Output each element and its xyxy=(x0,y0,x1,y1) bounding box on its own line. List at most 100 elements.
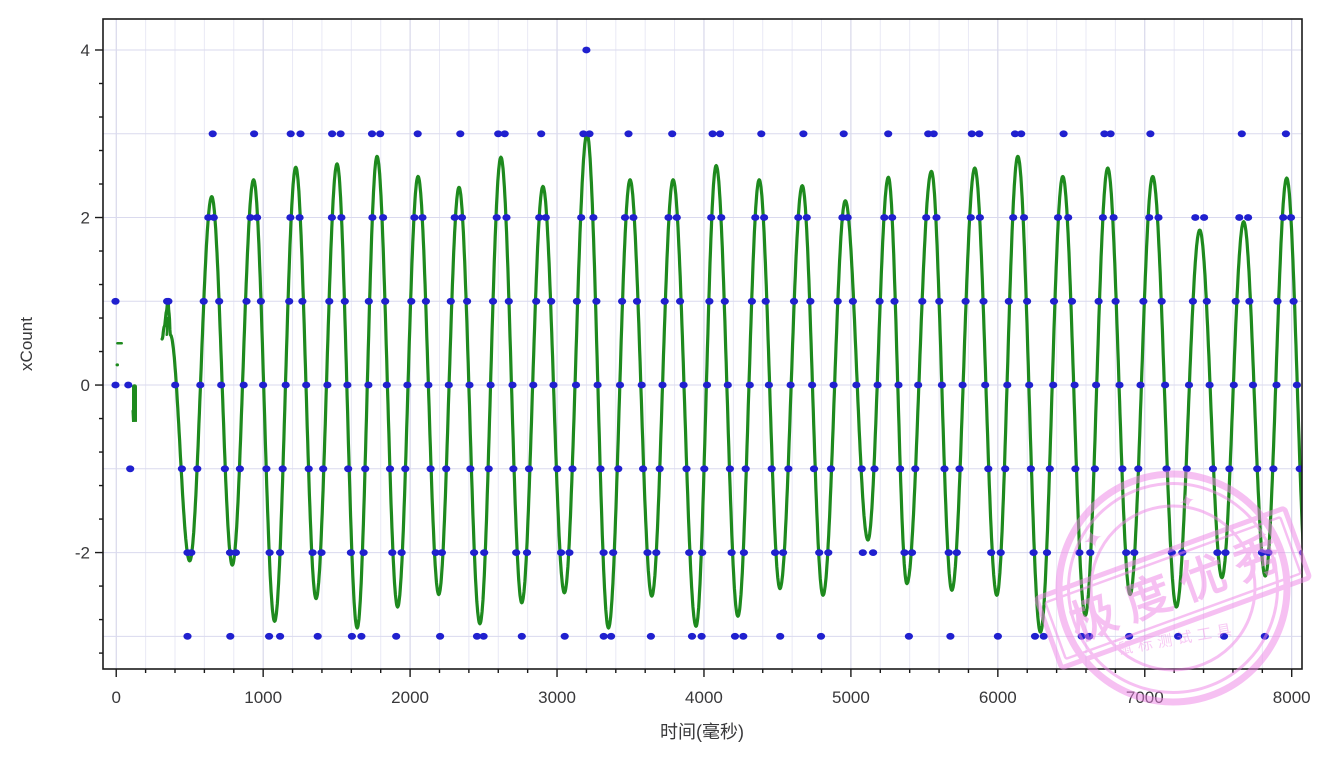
count-dot xyxy=(961,297,970,305)
axis-ticks xyxy=(95,49,1293,677)
count-dot xyxy=(259,381,268,389)
count-dot xyxy=(639,465,648,473)
count-dot xyxy=(593,381,602,389)
count-dot xyxy=(1245,297,1254,305)
count-dot xyxy=(776,632,785,640)
count-dot xyxy=(1039,632,1048,640)
count-dot xyxy=(771,549,780,556)
count-dot xyxy=(323,381,332,389)
count-dot xyxy=(560,632,569,640)
count-dot xyxy=(262,465,271,473)
count-dot xyxy=(1130,549,1139,556)
count-dot xyxy=(1092,381,1101,389)
count-dot xyxy=(1122,549,1131,556)
count-dot xyxy=(764,381,774,389)
count-dot xyxy=(937,381,947,389)
count-dot xyxy=(492,214,501,221)
count-dot xyxy=(1075,549,1084,556)
count-dot xyxy=(1115,381,1124,389)
count-dot xyxy=(614,465,623,473)
count-dot xyxy=(437,549,446,556)
count-dot xyxy=(535,214,544,221)
count-dot xyxy=(880,214,889,221)
count-dot xyxy=(196,381,205,389)
count-dot xyxy=(723,381,732,389)
count-dot xyxy=(794,214,803,221)
count-dot xyxy=(599,632,608,640)
count-dot xyxy=(568,465,577,473)
count-dot xyxy=(907,549,917,556)
count-dot xyxy=(319,465,328,473)
count-dot xyxy=(304,465,313,473)
count-dot xyxy=(1070,381,1079,389)
count-dot xyxy=(466,465,475,473)
count-dot xyxy=(809,465,819,473)
count-dot xyxy=(397,549,406,556)
count-dot xyxy=(164,297,173,305)
count-dot xyxy=(253,214,262,221)
count-dot xyxy=(620,214,630,221)
count-dot xyxy=(347,632,356,640)
count-dot xyxy=(407,297,416,305)
count-dot xyxy=(472,632,482,640)
count-dot xyxy=(1279,214,1288,221)
count-dots xyxy=(111,46,1302,640)
count-dot xyxy=(894,381,903,389)
count-dot xyxy=(935,297,944,305)
count-dot xyxy=(524,465,534,473)
count-dot xyxy=(504,297,513,305)
x-tick-label: 3000 xyxy=(538,688,576,707)
count-dot xyxy=(522,549,532,556)
count-dot xyxy=(1025,381,1034,389)
count-dot xyxy=(171,381,180,389)
count-dot xyxy=(298,297,307,305)
count-dot xyxy=(1136,381,1145,389)
count-dot xyxy=(565,549,574,556)
count-dot xyxy=(672,214,681,221)
count-dot xyxy=(276,632,285,640)
count-dot xyxy=(979,297,988,305)
count-dot xyxy=(1191,214,1200,221)
count-dot xyxy=(1273,297,1282,305)
count-dot xyxy=(392,632,401,640)
count-dot xyxy=(463,297,472,305)
count-dot xyxy=(444,381,453,389)
count-dot xyxy=(403,381,412,389)
count-dot xyxy=(1237,130,1246,138)
count-dot xyxy=(806,297,815,305)
count-dot xyxy=(1202,297,1211,305)
count-dot xyxy=(784,465,793,473)
count-dot xyxy=(239,381,248,389)
count-dot xyxy=(596,465,605,473)
count-dot xyxy=(1161,381,1170,389)
count-dot xyxy=(1049,297,1059,305)
count-dot xyxy=(317,549,326,556)
count-dot xyxy=(682,465,691,473)
count-dot xyxy=(457,214,467,221)
count-dot xyxy=(741,465,750,473)
count-dot xyxy=(870,465,879,473)
count-dot xyxy=(1184,381,1194,389)
count-dot xyxy=(955,465,964,473)
count-dot xyxy=(808,381,817,389)
count-dot xyxy=(1292,381,1301,389)
count-dot xyxy=(702,381,712,389)
count-dot xyxy=(637,381,646,389)
count-dot xyxy=(532,297,541,305)
count-dot xyxy=(624,130,633,138)
count-dot xyxy=(217,381,226,389)
count-dot xyxy=(302,381,311,389)
count-dot xyxy=(852,381,861,389)
count-dot xyxy=(833,297,842,305)
count-dot xyxy=(869,549,878,556)
count-dot xyxy=(193,465,202,473)
count-dot xyxy=(632,297,642,305)
signal-line xyxy=(160,132,1302,634)
count-dot xyxy=(225,549,235,556)
count-dot xyxy=(779,549,788,556)
count-dot xyxy=(579,130,588,138)
count-dot xyxy=(767,465,776,473)
count-dot xyxy=(1231,297,1240,305)
count-dot xyxy=(1098,214,1107,221)
count-dot xyxy=(556,549,566,556)
